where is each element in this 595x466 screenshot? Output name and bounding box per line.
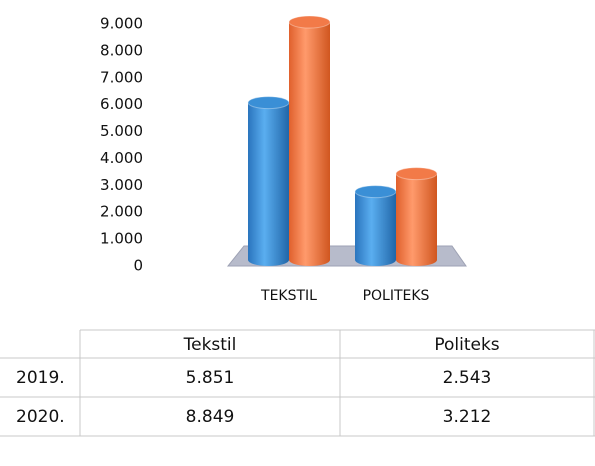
- bar-top: [288, 15, 331, 29]
- y-tick-label: 8.000: [100, 41, 143, 59]
- bar-top: [247, 96, 290, 110]
- y-tick-label: 3.000: [100, 176, 143, 194]
- x-tick-label: TEKSTIL: [260, 288, 317, 304]
- bar: [289, 22, 330, 266]
- table-header: Politeks: [434, 335, 499, 355]
- y-tick-label: 1.000: [100, 230, 143, 248]
- row-label: 2019.: [16, 368, 65, 388]
- y-tick-label: 9.000: [100, 15, 143, 33]
- bar: [355, 191, 396, 266]
- bar-top: [354, 185, 397, 199]
- y-tick-label: 0: [133, 257, 143, 275]
- table-cell: 8.849: [186, 407, 235, 427]
- y-tick-label: 4.000: [100, 149, 143, 167]
- table-cell: 3.212: [443, 407, 492, 427]
- bar-top: [395, 167, 438, 181]
- table-header: Tekstil: [183, 335, 237, 355]
- table-cell: 5.851: [186, 368, 235, 388]
- table-cell: 2.543: [443, 368, 492, 388]
- y-tick-label: 7.000: [100, 68, 143, 86]
- bar: [396, 173, 437, 266]
- row-label: 2020.: [16, 407, 65, 427]
- data-table: [0, 329, 595, 437]
- y-tick-label: 2.000: [100, 203, 143, 221]
- y-tick-label: 6.000: [100, 95, 143, 113]
- bar: [248, 102, 289, 266]
- x-tick-label: POLITEKS: [363, 288, 430, 304]
- y-tick-label: 5.000: [100, 122, 143, 140]
